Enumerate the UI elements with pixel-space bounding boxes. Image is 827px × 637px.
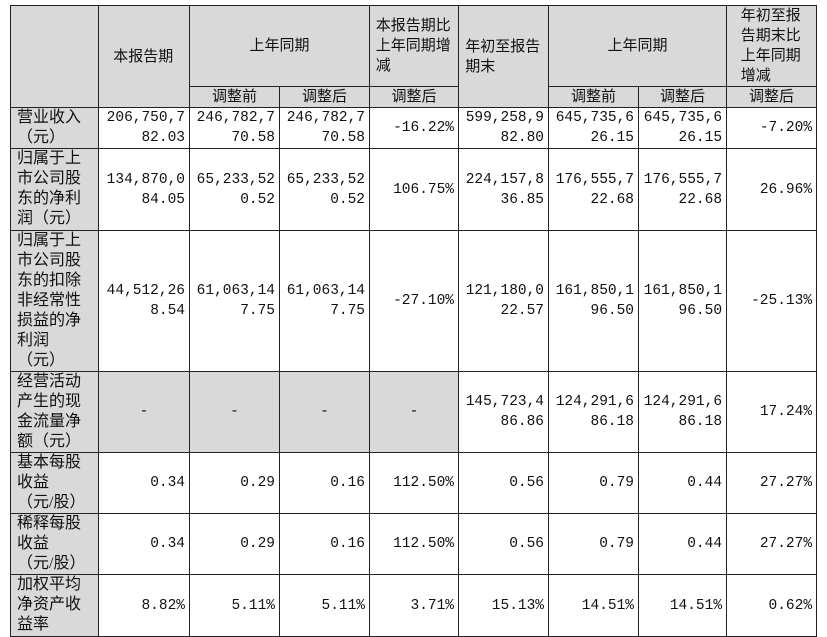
- table-cell: 0.79: [548, 513, 640, 575]
- table-cell: 0.29: [189, 452, 280, 514]
- table-cell: 106.75%: [369, 148, 460, 231]
- table-cell: 206,750,782.03: [98, 107, 190, 149]
- table-cell: 161,850,196.50: [638, 230, 728, 372]
- header-blank: [10, 5, 99, 108]
- table-cell: 17.24%: [726, 371, 818, 453]
- table-cell: 161,850,196.50: [548, 230, 640, 372]
- table-cell: 44,512,268.54: [98, 230, 190, 372]
- table-cell: -: [369, 371, 460, 453]
- table-row: 归属于上市公司股东的扣除非经常性损益的净利润（元） 44,512,268.54 61…: [10, 230, 818, 372]
- table-cell: 27.27%: [726, 513, 818, 575]
- header-prior-year: 上年同期: [188, 5, 371, 87]
- table-cell: 134,870,084.05: [98, 148, 190, 231]
- table-cell: 176,555,722.68: [548, 148, 640, 231]
- table-row: 经营活动产生的现金流量净额（元） - - - -145,723,486.86 124,29…: [10, 371, 818, 453]
- row-label: 归属于上市公司股东的净利润（元）: [10, 148, 99, 231]
- header-ytd-change: 年初至报告期末比上年同期增减: [726, 5, 818, 87]
- table-cell: 3.71%: [369, 574, 460, 637]
- table-cell: 0.44: [638, 452, 728, 514]
- row-label: 营业收入（元）: [10, 107, 99, 149]
- table-cell: 112.50%: [369, 452, 460, 514]
- table-cell: 0.56: [458, 513, 550, 575]
- table-cell: 176,555,722.68: [638, 148, 728, 231]
- table-cell: -: [189, 371, 280, 453]
- table-cell: -: [278, 371, 371, 453]
- header-current-period: 本报告期: [98, 5, 190, 108]
- subheader-before-adjust: 调整前: [189, 86, 280, 108]
- header-ytd: 年初至报告期末: [458, 5, 550, 108]
- row-label-text: 基本每股收益（元/股）: [17, 454, 86, 511]
- table-cell: 645,735,626.15: [638, 107, 728, 149]
- table-cell: 0.16: [278, 513, 371, 575]
- table-cell: 27.27%: [726, 452, 818, 514]
- table-cell: 61,063,147.75: [278, 230, 371, 372]
- table-row: 稀释每股收益（元/股） 0.34 0.29 0.16 112.50% 0.56 0.79 0.…: [10, 513, 818, 575]
- financial-summary-table: 本报告期 上年同期 本报告期比上年同期增减 年初至报告期末 上年同期 年初至报告…: [10, 5, 818, 637]
- table-cell: 14.51%: [548, 574, 640, 637]
- table-cell: 246,782,770.58: [189, 107, 280, 149]
- row-label: 归属于上市公司股东的扣除非经常性损益的净利润（元）: [10, 230, 99, 372]
- table-cell: 0.62%: [726, 574, 818, 637]
- row-label-text: 营业收入（元）: [17, 109, 82, 146]
- table-cell: 0.79: [548, 452, 640, 514]
- row-label-text: 稀释每股收益（元/股）: [17, 515, 86, 572]
- table-cell: 0.29: [189, 513, 280, 575]
- table-cell: 15.13%: [458, 574, 550, 637]
- table-cell: 246,782,770.58: [278, 107, 371, 149]
- table-cell: 65,233,520.52: [189, 148, 280, 231]
- subheader-after-adjust: 调整后: [726, 86, 818, 108]
- row-label: 经营活动产生的现金流量净额（元）: [10, 371, 99, 453]
- table-cell: 121,180,022.57: [458, 230, 550, 372]
- row-label: 稀释每股收益（元/股）: [10, 513, 99, 575]
- table-cell: 61,063,147.75: [189, 230, 280, 372]
- table-cell: 112.50%: [369, 513, 460, 575]
- subheader-before-adjust: 调整前: [548, 86, 640, 108]
- table-cell: -25.13%: [726, 230, 818, 372]
- row-label: 基本每股收益（元/股）: [10, 452, 99, 514]
- table-cell: 5.11%: [278, 574, 371, 637]
- table-cell: -27.10%: [369, 230, 460, 372]
- table-cell: 645,735,626.15: [548, 107, 640, 149]
- row-label-text: 经营活动产生的现金流量净额（元）: [17, 373, 82, 450]
- table-cell: -16.22%: [369, 107, 460, 149]
- table-cell: 14.51%: [638, 574, 728, 637]
- table-cell: 5.11%: [189, 574, 280, 637]
- table-cell: 8.82%: [98, 574, 190, 637]
- subheader-after-adjust: 调整后: [369, 86, 460, 108]
- table-cell: 65,233,520.52: [278, 148, 371, 231]
- table-cell: 599,258,982.80: [458, 107, 550, 149]
- row-label-text: 加权平均净资产收益率: [17, 576, 82, 633]
- row-label: 加权平均净资产收益率: [10, 574, 99, 637]
- table-row: 基本每股收益（元/股） 0.34 0.29 0.16 112.50% 0.56 0.79 0.…: [10, 452, 818, 514]
- table-cell: 224,157,836.85: [458, 148, 550, 231]
- table-cell: 0.56: [458, 452, 550, 514]
- subheader-after-adjust: 调整后: [638, 86, 728, 108]
- table-cell: -7.20%: [726, 107, 818, 149]
- subheader-after-adjust: 调整后: [278, 86, 371, 108]
- table-row: 营业收入（元） 206,750,782.03 246,782,770.58 246,7…: [10, 107, 818, 149]
- table-cell: 0.34: [98, 513, 190, 575]
- table-cell: 145,723,486.86: [458, 371, 550, 453]
- row-label-text: 归属于上市公司股东的净利润（元）: [17, 150, 82, 227]
- table-cell: 0.16: [278, 452, 371, 514]
- header-prior-year-ytd: 上年同期: [548, 5, 728, 87]
- table-row: 加权平均净资产收益率 8.82% 5.11% 5.11% 3.71% 15.13% 14.5…: [10, 574, 818, 637]
- table-cell: 0.34: [98, 452, 190, 514]
- table-cell: -: [98, 371, 190, 453]
- table-row: 归属于上市公司股东的净利润（元） 134,870,084.05 65,233,520…: [10, 148, 818, 231]
- table-cell: 0.44: [638, 513, 728, 575]
- row-label-text: 归属于上市公司股东的扣除非经常性损益的净利润（元）: [17, 232, 82, 369]
- table-cell: 124,291,686.18: [548, 371, 640, 453]
- header-change: 本报告期比上年同期增减: [369, 5, 460, 87]
- table-cell: 26.96%: [726, 148, 818, 231]
- table-cell: 124,291,686.18: [638, 371, 728, 453]
